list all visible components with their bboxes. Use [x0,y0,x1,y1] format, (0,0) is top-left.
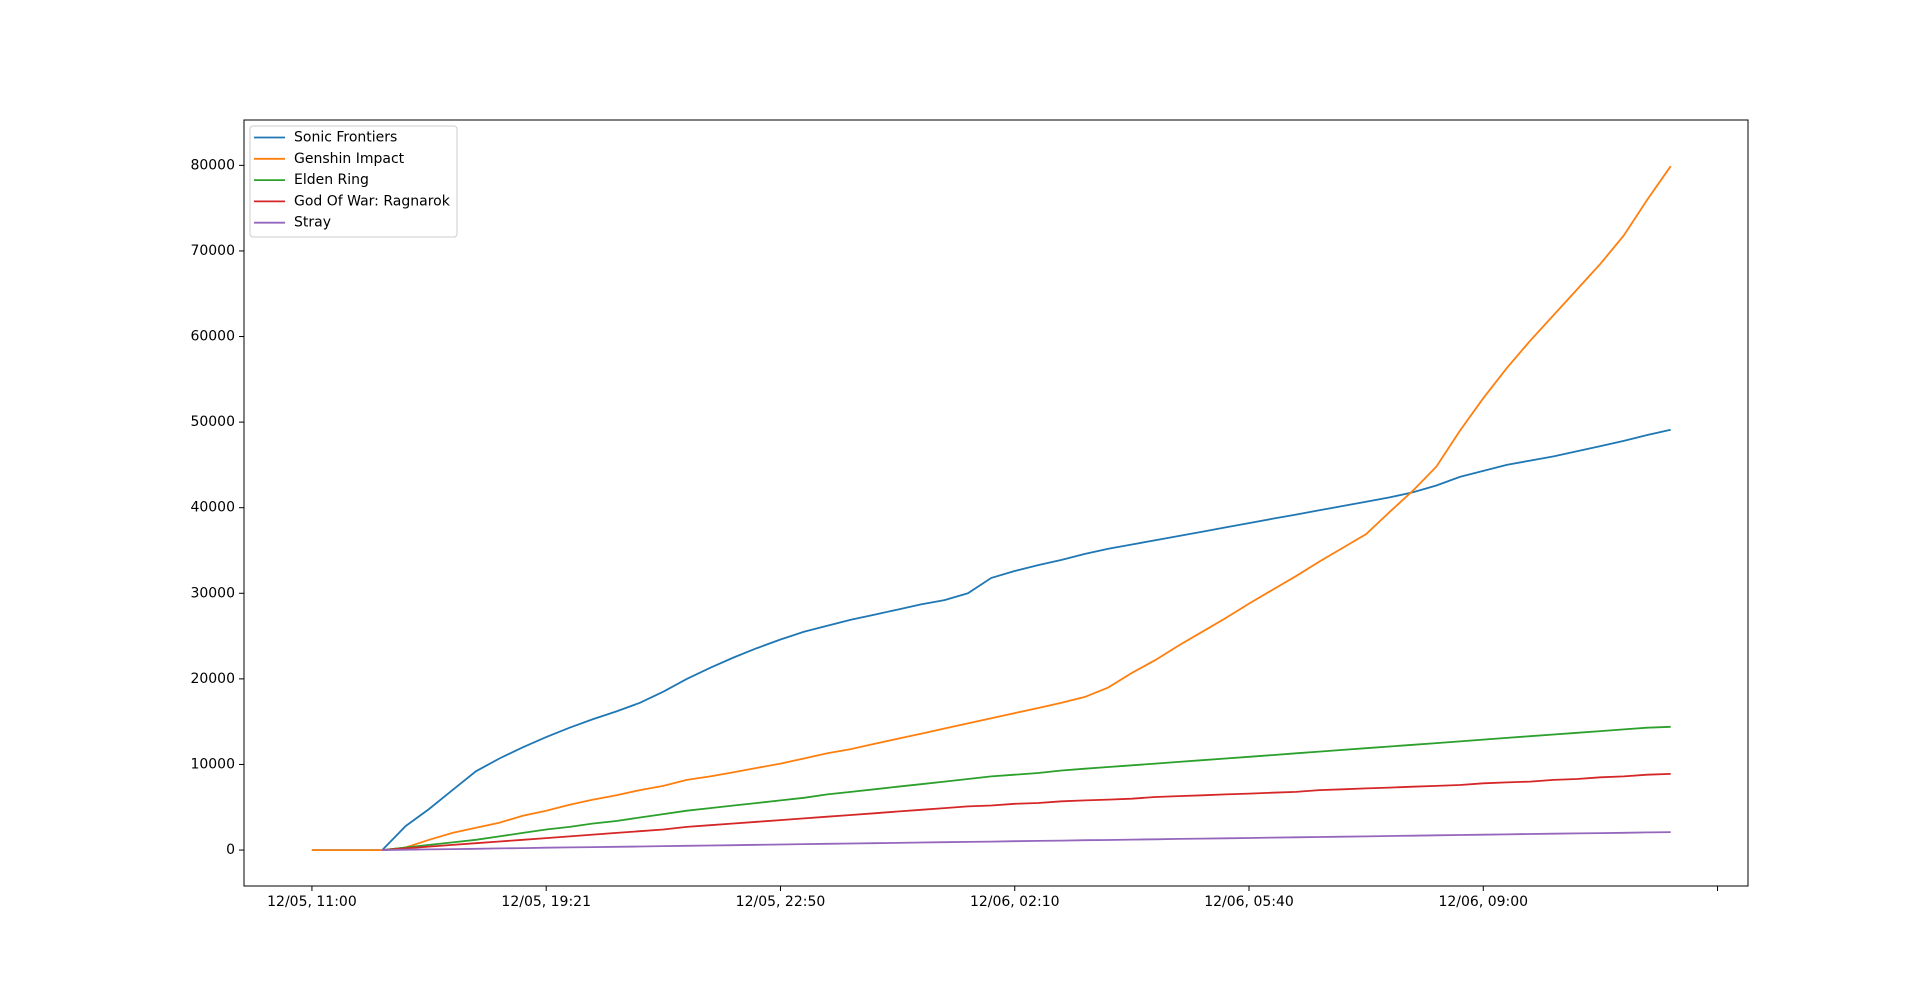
legend-label: Elden Ring [294,172,369,188]
y-tick-label: 50000 [190,414,235,430]
x-tick-label: 12/06, 05:40 [1204,894,1294,910]
series-line [382,725,1671,851]
legend-label: Sonic Frontiers [294,130,397,146]
y-tick-label: 80000 [190,157,235,173]
legend-label: Stray [294,215,331,231]
x-tick-label: 12/05, 19:21 [501,894,591,910]
x-tick-label: 12/06, 02:10 [970,894,1060,910]
x-tick-label: 12/06, 09:00 [1438,894,1528,910]
series-line [311,428,1671,851]
legend-label: Genshin Impact [294,151,405,167]
x-tick-label: 12/05, 22:50 [736,894,826,910]
series-line [311,165,1672,851]
legend-label: God Of War: Ragnarok [294,193,451,209]
plot-frame [243,119,1749,887]
y-tick-label: 70000 [190,243,235,259]
series-line [382,773,1671,851]
y-tick-label: 60000 [190,329,235,345]
legend-box [249,125,458,238]
y-tick-label: 30000 [190,585,235,601]
legend: Sonic Frontiers Genshin Impact Elden Ring G… [249,125,458,238]
y-tick-label: 0 [226,842,235,858]
y-tick-label: 40000 [190,500,235,516]
series-line [382,831,1671,851]
y-tick-label: 10000 [190,756,235,772]
y-tick-label: 20000 [190,671,235,687]
x-tick-label: 12/05, 11:00 [267,894,357,910]
